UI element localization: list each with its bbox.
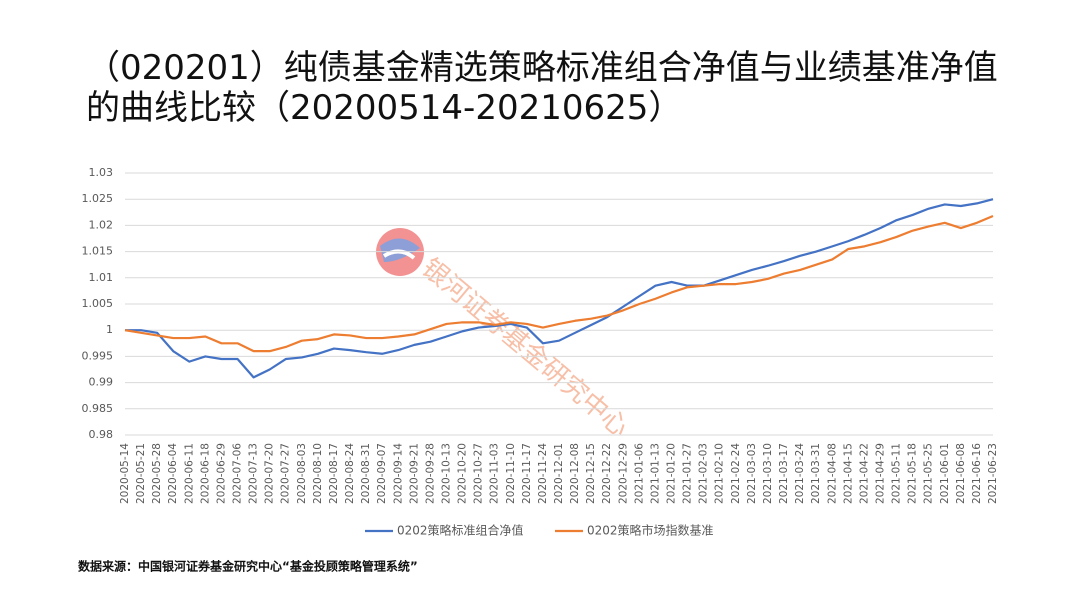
x-tick-label: 2021-05-25 [923, 443, 935, 504]
x-tick-label: 2021-03-17 [778, 443, 790, 504]
x-tick-label: 2021-03-03 [746, 443, 758, 504]
x-tick-label: 2020-09-07 [376, 443, 388, 504]
x-tick-label: 2021-06-16 [971, 443, 983, 504]
legend-label: 0202策略市场指数基准 [587, 523, 714, 538]
x-tick-label: 2021-05-18 [907, 443, 919, 504]
y-tick-label: 0.99 [89, 376, 114, 389]
series-line [125, 198, 994, 379]
x-tick-label: 2020-06-04 [167, 443, 179, 504]
x-tick-label: 2020-09-28 [424, 443, 436, 504]
x-tick-label: 2020-08-24 [344, 443, 356, 504]
y-tick-label: 1.015 [82, 245, 114, 258]
watermark: 银河证券基金研究中心 [416, 253, 634, 443]
x-tick-label: 2021-03-31 [810, 443, 822, 504]
y-tick-label: 1 [106, 323, 113, 336]
x-tick-label: 2021-06-08 [955, 443, 967, 504]
series-line [124, 214, 994, 353]
x-tick-label: 2020-12-08 [569, 443, 581, 504]
x-tick-label: 2021-03-10 [762, 443, 774, 504]
x-tick-label: 2020-11-03 [489, 443, 501, 504]
y-tick-label: 1.005 [82, 297, 114, 310]
x-tick-label: 2020-05-21 [135, 443, 147, 504]
x-tick-label: 2020-10-13 [440, 443, 452, 504]
x-tick-label: 2020-06-11 [183, 443, 195, 504]
x-tick-label: 2020-06-29 [215, 443, 227, 504]
x-tick-label: 2020-12-01 [553, 443, 565, 504]
x-tick-label: 2021-05-11 [891, 443, 903, 504]
x-tick-label: 2021-04-29 [874, 443, 886, 504]
x-tick-label: 2020-05-28 [151, 443, 163, 504]
source: 数据来源：中国银河证券基金研究中心“基金投顾策略管理系统” [78, 559, 418, 574]
x-tick-label: 2020-09-21 [408, 443, 420, 504]
y-tick-label: 0.98 [89, 428, 114, 441]
y-tick-label: 1.03 [89, 166, 114, 179]
x-tick-label: 2020-05-14 [119, 443, 131, 504]
x-tick-label: 2020-07-13 [248, 443, 260, 504]
x-tick-label: 2021-01-20 [666, 443, 678, 504]
x-tick-label: 2020-07-27 [280, 443, 292, 504]
x-tick-label: 2021-06-23 [987, 443, 999, 504]
x-tick-label: 2020-08-10 [312, 443, 324, 504]
x-tick-label: 2021-02-03 [698, 443, 710, 504]
x-tick-label: 2020-08-17 [328, 443, 340, 504]
x-tick-label: 2021-04-08 [826, 443, 838, 504]
y-tick-label: 0.985 [82, 402, 114, 415]
x-tick-label: 2020-08-03 [296, 443, 308, 504]
x-tick-label: 2020-12-22 [601, 443, 613, 504]
x-tick-label: 2021-02-10 [714, 443, 726, 504]
chart-title: （020201）纯债基金精选策略标准组合净值与业绩基准净值的曲线比较（20200… [86, 48, 998, 128]
x-tick-label: 2021-01-13 [649, 443, 661, 504]
x-tick-label: 2020-12-15 [585, 443, 597, 504]
x-tick-label: 2020-11-10 [505, 443, 517, 504]
x-tick-label: 2020-06-18 [199, 443, 211, 504]
x-tick-label: 2020-07-06 [232, 443, 244, 504]
x-tick-label: 2021-01-27 [682, 443, 694, 504]
x-tick-label: 2020-07-20 [264, 443, 276, 504]
x-tick-label: 2020-12-29 [617, 443, 629, 504]
x-tick-label: 2020-09-14 [392, 443, 404, 504]
legend-label: 0202策略标准组合净值 [397, 523, 524, 538]
x-tick-label: 2020-11-24 [537, 443, 549, 504]
x-tick-label: 2020-08-31 [360, 443, 372, 504]
x-tick-label: 2020-10-27 [473, 443, 485, 504]
y-tick-label: 1.025 [82, 192, 114, 205]
x-tick-label: 2021-02-24 [730, 443, 742, 504]
x-tick-label: 2021-01-06 [633, 443, 645, 504]
x-tick-label: 2020-10-20 [457, 443, 469, 504]
x-tick-label: 2021-04-22 [858, 443, 870, 504]
x-tick-label: 2021-03-24 [794, 443, 806, 504]
x-tick-label: 2021-06-01 [939, 443, 951, 504]
y-tick-label: 0.995 [82, 349, 114, 362]
x-tick-label: 2020-11-17 [521, 443, 533, 504]
x-tick-label: 2021-04-15 [842, 443, 854, 504]
y-tick-label: 1.02 [89, 218, 114, 231]
y-tick-label: 1.01 [89, 271, 114, 284]
